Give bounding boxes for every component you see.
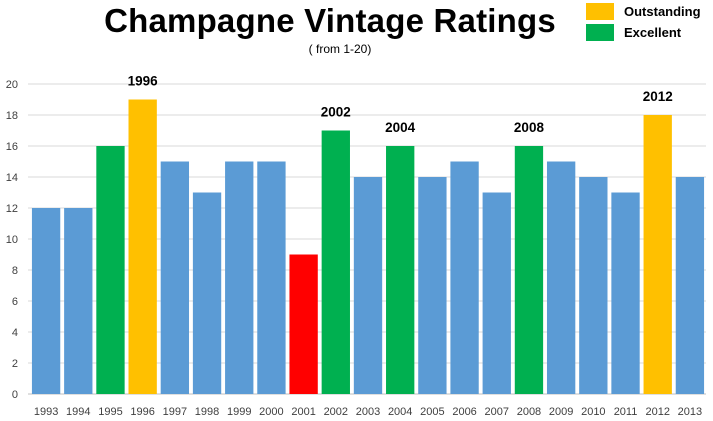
bar-1995 — [96, 146, 125, 394]
bar-2009 — [546, 161, 576, 394]
legend-swatch-outstanding — [586, 2, 614, 20]
bar-2004 — [386, 146, 415, 394]
x-tick-label: 2010 — [581, 406, 605, 418]
y-tick-label: 2 — [12, 358, 18, 370]
bar-2011 — [611, 192, 640, 394]
x-tick-label: 2005 — [420, 406, 444, 418]
bar-data-label: 2012 — [643, 89, 673, 104]
x-tick-label: 1996 — [130, 406, 154, 418]
bar-1996 — [128, 99, 157, 394]
bar-2008 — [514, 146, 544, 394]
x-tick-label: 2001 — [291, 406, 315, 418]
x-tick-label: 1999 — [227, 406, 251, 418]
x-tick-label: 2002 — [324, 406, 348, 418]
x-tick-label: 2009 — [549, 406, 573, 418]
y-tick-label: 6 — [12, 296, 18, 308]
y-tick-label: 12 — [6, 203, 18, 215]
legend-item-outstanding: Outstanding — [586, 2, 701, 20]
y-tick-label: 14 — [6, 172, 18, 184]
bar-1993 — [31, 208, 61, 394]
x-tick-label: 2004 — [388, 406, 412, 418]
bar-2006 — [450, 161, 479, 394]
x-tick-label: 2003 — [356, 406, 380, 418]
y-tick-label: 0 — [12, 389, 18, 401]
bar-1997 — [160, 161, 190, 394]
x-tick-label: 1995 — [98, 406, 122, 418]
bar-2001 — [289, 254, 318, 394]
bar-data-label: 2008 — [514, 120, 545, 135]
x-tick-label: 2007 — [485, 406, 509, 418]
bar-2007 — [482, 192, 511, 394]
bar-2005 — [418, 177, 447, 394]
bar-2003 — [353, 177, 383, 394]
x-tick-label: 1998 — [195, 406, 219, 418]
x-tick-label: 2013 — [678, 406, 702, 418]
x-tick-label: 1993 — [34, 406, 58, 418]
y-tick-label: 18 — [6, 110, 18, 122]
bar-2013 — [675, 177, 705, 394]
bar-2000 — [257, 161, 286, 394]
x-tick-label: 2012 — [645, 406, 669, 418]
y-tick-label: 8 — [12, 265, 18, 277]
bar-2012 — [643, 115, 672, 394]
legend-label-excellent: Excellent — [624, 24, 682, 40]
bar-data-label: 1996 — [128, 74, 159, 89]
x-tick-label: 2006 — [452, 406, 476, 418]
bar-1999 — [225, 161, 254, 394]
legend-label-outstanding: Outstanding — [624, 3, 701, 19]
bar-data-label: 2004 — [385, 120, 416, 135]
y-tick-label: 4 — [12, 327, 18, 339]
x-tick-label: 2000 — [259, 406, 283, 418]
chart-subtitle: ( from 1-20) — [308, 42, 372, 56]
bar-data-label: 2002 — [321, 105, 351, 120]
chart-title: Champagne Vintage Ratings — [104, 2, 556, 39]
bar-1994 — [64, 208, 93, 394]
x-tick-label: 2008 — [517, 406, 541, 418]
y-tick-label: 10 — [6, 234, 18, 246]
x-tick-label: 1994 — [66, 406, 90, 418]
bar-2010 — [579, 177, 608, 394]
x-tick-label: 2011 — [614, 406, 638, 418]
y-tick-label: 16 — [6, 141, 18, 153]
legend-item-excellent: Excellent — [586, 23, 681, 41]
y-tick-label: 20 — [6, 79, 18, 91]
legend-swatch-excellent — [586, 23, 614, 41]
bar-2002 — [321, 130, 350, 394]
x-tick-label: 1997 — [163, 406, 187, 418]
bar-1998 — [192, 192, 222, 394]
